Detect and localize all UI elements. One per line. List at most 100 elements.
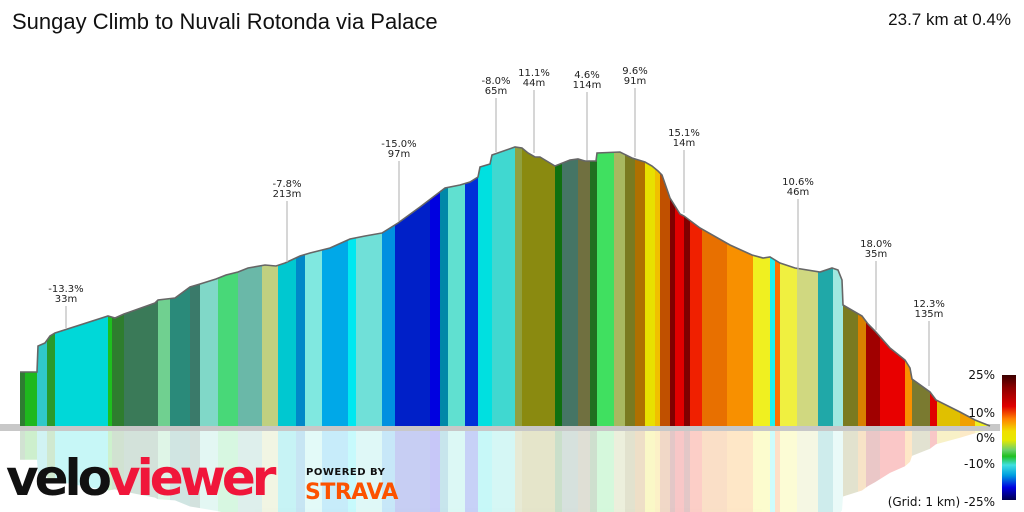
gradient-segment <box>200 430 218 512</box>
powered-by-label: POWERED BY <box>306 467 386 478</box>
gradient-segment <box>262 147 278 426</box>
gradient-segment <box>727 430 753 512</box>
gradient-segment <box>833 430 843 512</box>
veloviewer-logo[interactable]: veloviewer <box>6 448 276 508</box>
gradient-segment <box>382 430 395 512</box>
annotation-gradient: -8.0% <box>481 76 510 87</box>
gradient-segment <box>690 147 702 426</box>
gradient-segment <box>843 430 858 512</box>
gradient-segment <box>597 430 614 512</box>
gradient-segment <box>775 430 780 512</box>
annotation-length: 46m <box>787 187 809 198</box>
gradient-segment <box>635 430 645 512</box>
gradient-segment <box>670 147 675 426</box>
gradient-segment <box>492 430 515 512</box>
gradient-segment <box>322 147 348 426</box>
gradient-segment <box>430 430 440 512</box>
gradient-segment <box>440 147 448 426</box>
annotation-gradient: 4.6% <box>574 70 599 81</box>
gradient-colorbar <box>1002 375 1016 500</box>
annotation-gradient: 18.0% <box>860 239 892 250</box>
gradient-segment <box>170 430 190 512</box>
gradient-segment <box>797 147 818 426</box>
climb-annotations: -13.3%33m -7.8%213m -15.0%97m -8.0%65m 11.1%… <box>48 66 945 386</box>
gradient-segment <box>37 147 47 426</box>
gradient-segment <box>47 430 55 512</box>
gradient-segment <box>348 430 356 512</box>
gradient-segment <box>780 430 797 512</box>
gradient-segment <box>660 430 670 512</box>
annotation-length: 213m <box>273 189 302 200</box>
gradient-segment <box>492 147 515 426</box>
legend-label-10: 10% <box>968 406 995 420</box>
gradient-segment <box>112 147 124 426</box>
strava-logo[interactable]: STRAVA <box>305 480 398 505</box>
gradient-segment <box>635 147 645 426</box>
gradient-segment <box>614 147 625 426</box>
gradient-segment <box>124 147 158 426</box>
legend-label-minus10: -10% <box>963 457 995 471</box>
page-title: Sungay Climb to Nuvali Rotonda via Palac… <box>12 9 438 34</box>
gradient-segment <box>218 430 238 512</box>
gradient-segment <box>55 147 108 426</box>
gradient-segment <box>770 147 775 426</box>
gradient-segment <box>655 430 660 512</box>
gradient-segment <box>590 430 597 512</box>
gradient-segment <box>448 430 465 512</box>
gradient-segment <box>356 430 382 512</box>
gradient-segment <box>37 430 47 512</box>
gradient-segment <box>200 147 218 426</box>
profile-outline <box>20 146 991 427</box>
gradient-segment <box>158 430 170 512</box>
gradient-segment <box>770 430 775 512</box>
gradient-segment <box>660 147 670 426</box>
gradient-segment <box>780 147 797 426</box>
gradient-segment <box>522 147 555 426</box>
gradient-segment <box>296 430 305 512</box>
gradient-segment <box>515 147 522 426</box>
gradient-segment <box>430 147 440 426</box>
annotation-length: 97m <box>388 149 410 160</box>
gradient-segment <box>655 147 660 426</box>
annotation-gradient: 12.3% <box>913 299 945 310</box>
annotation-length: 65m <box>485 86 507 97</box>
gradient-segment <box>797 430 818 512</box>
legend-label-minus25-grid: (Grid: 1 km) -25% <box>887 495 995 509</box>
gradient-segment <box>937 147 960 426</box>
gradient-segment <box>866 430 880 512</box>
gradient-segment <box>702 430 727 512</box>
annotation-gradient: -7.8% <box>272 179 301 190</box>
gradient-segment <box>190 147 200 426</box>
gradient-segment <box>382 147 395 426</box>
annotation-length: 44m <box>523 78 545 89</box>
gradient-segment <box>25 147 37 426</box>
annotation-gradient: 9.6% <box>622 66 647 77</box>
gradient-segments <box>20 147 990 426</box>
annotation-gradient: 10.6% <box>782 177 814 188</box>
annotation-length: 14m <box>673 138 695 149</box>
gradient-segment <box>465 147 478 426</box>
gradient-segment <box>670 430 675 512</box>
annotation-gradient: -15.0% <box>381 139 416 150</box>
gradient-segment <box>170 147 190 426</box>
gradient-segment <box>702 147 727 426</box>
gradient-segment <box>305 430 322 512</box>
annotation-length: 91m <box>624 76 646 87</box>
gradient-segment <box>395 430 430 512</box>
gradient-segment <box>843 147 858 426</box>
legend-label-0: 0% <box>975 431 995 445</box>
gradient-segment <box>108 147 112 426</box>
gradient-segment <box>448 147 465 426</box>
gradient-segment <box>20 147 25 426</box>
gradient-segment <box>515 430 522 512</box>
gradient-segment <box>625 430 635 512</box>
annotation-gradient: -13.3% <box>48 284 83 295</box>
gradient-segment <box>262 430 278 512</box>
gradient-segment <box>440 430 448 512</box>
gradient-segment <box>645 430 655 512</box>
gradient-segment <box>555 430 562 512</box>
gradient-segment <box>465 430 478 512</box>
gradient-segment <box>675 147 684 426</box>
gradient-segment <box>238 147 262 426</box>
